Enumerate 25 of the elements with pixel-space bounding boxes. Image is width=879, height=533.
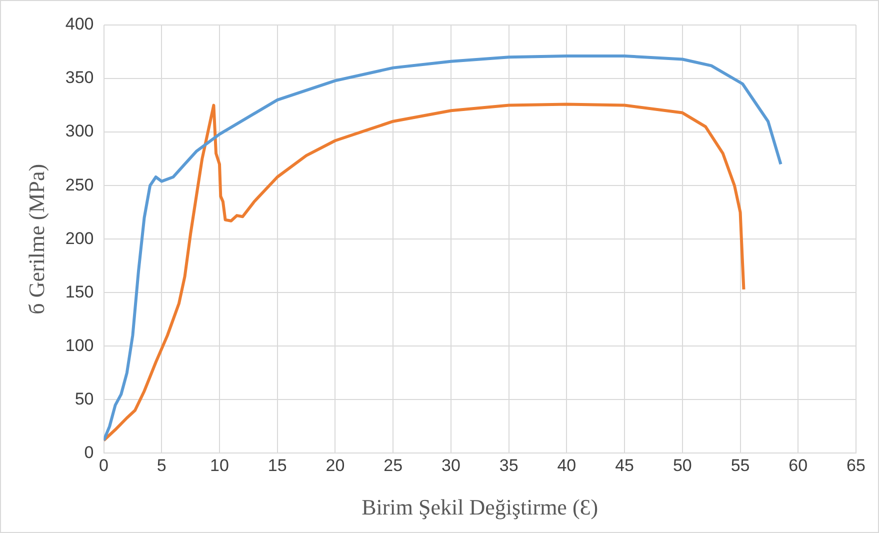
x-tick-label: 10 xyxy=(210,456,229,476)
y-tick-label: 300 xyxy=(65,122,94,141)
x-tick-label: 65 xyxy=(846,456,866,476)
y-tick-label: 150 xyxy=(65,282,94,302)
x-tick-label: 5 xyxy=(156,456,166,476)
x-tick-label: 45 xyxy=(615,456,634,476)
y-axis-title: б Gerilme (MPa) xyxy=(24,164,49,314)
x-tick-label: 25 xyxy=(384,456,403,476)
y-tick-label: 350 xyxy=(65,68,94,88)
y-tick-label: 200 xyxy=(65,228,94,248)
x-tick-label: 50 xyxy=(672,456,692,476)
y-tick-label: 100 xyxy=(65,336,94,355)
x-tick-label: 15 xyxy=(268,456,287,476)
x-tick-label: 30 xyxy=(441,456,460,476)
y-tick-label: 0 xyxy=(84,442,94,462)
y-tick-label: 250 xyxy=(65,175,94,194)
x-tick-label: 35 xyxy=(499,456,518,476)
x-tick-label: 20 xyxy=(326,456,345,476)
y-tick-label: 400 xyxy=(65,14,94,34)
x-tick-label: 40 xyxy=(557,456,576,476)
x-axis-title: Birim Şekil Değiştirme (Ɛ) xyxy=(362,494,598,520)
x-tick-label: 0 xyxy=(99,456,108,476)
x-tick-label: 60 xyxy=(788,456,808,476)
x-tick-label: 55 xyxy=(730,456,750,476)
y-tick-label: 50 xyxy=(74,389,94,408)
